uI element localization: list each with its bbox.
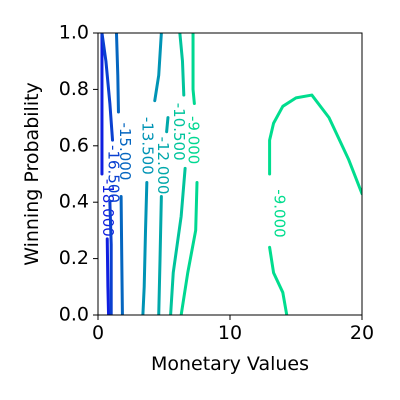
contour-line — [105, 237, 111, 315]
contour-line — [153, 33, 163, 103]
contour-line — [114, 33, 120, 114]
x-axis-label: Monetary Values — [151, 353, 309, 375]
contour-line — [268, 93, 362, 196]
contour-line — [165, 116, 170, 134]
x-tick-label: 0 — [92, 322, 104, 344]
contour-label: -18.000 — [99, 179, 117, 237]
contour-line — [119, 195, 124, 315]
plot-frame — [97, 32, 363, 316]
contour-line — [141, 180, 149, 315]
y-tick-label: 0.0 — [59, 304, 89, 326]
contour-line — [268, 245, 289, 315]
contour-label: -9.000 — [270, 189, 288, 237]
y-axis: 0.0 0.2 0.4 0.6 0.8 1.0 — [59, 22, 98, 326]
y-tick-label: 0.2 — [59, 247, 89, 269]
plot-area: -18.000-16.500-15.000 -13.500-12.000-10.5… — [99, 33, 362, 315]
y-tick-label: 1.0 — [59, 22, 89, 44]
y-tick-label: 0.4 — [59, 191, 89, 213]
y-tick-label: 0.8 — [59, 78, 89, 100]
contour-label: -12.000 — [154, 137, 172, 195]
y-axis-label: Winning Probability — [21, 82, 43, 266]
contour-line — [191, 33, 196, 105]
contour-label: -15.000 — [116, 122, 134, 180]
x-tick-label: 20 — [350, 322, 374, 344]
contour-label: -9.000 — [185, 116, 203, 164]
contour-label: -16.500 — [105, 145, 123, 203]
contour-label: -10.500 — [170, 103, 188, 161]
x-tick-label: 10 — [218, 322, 242, 344]
contour-line — [157, 195, 163, 315]
contour-line — [169, 166, 187, 315]
contour-line — [179, 180, 199, 315]
contour-line — [178, 33, 186, 97]
x-axis: 0 10 20 — [92, 315, 374, 344]
y-tick-label: 0.6 — [59, 134, 89, 156]
contour-label: -13.500 — [138, 117, 156, 175]
contour-line — [108, 200, 113, 315]
contour-line — [100, 33, 115, 142]
